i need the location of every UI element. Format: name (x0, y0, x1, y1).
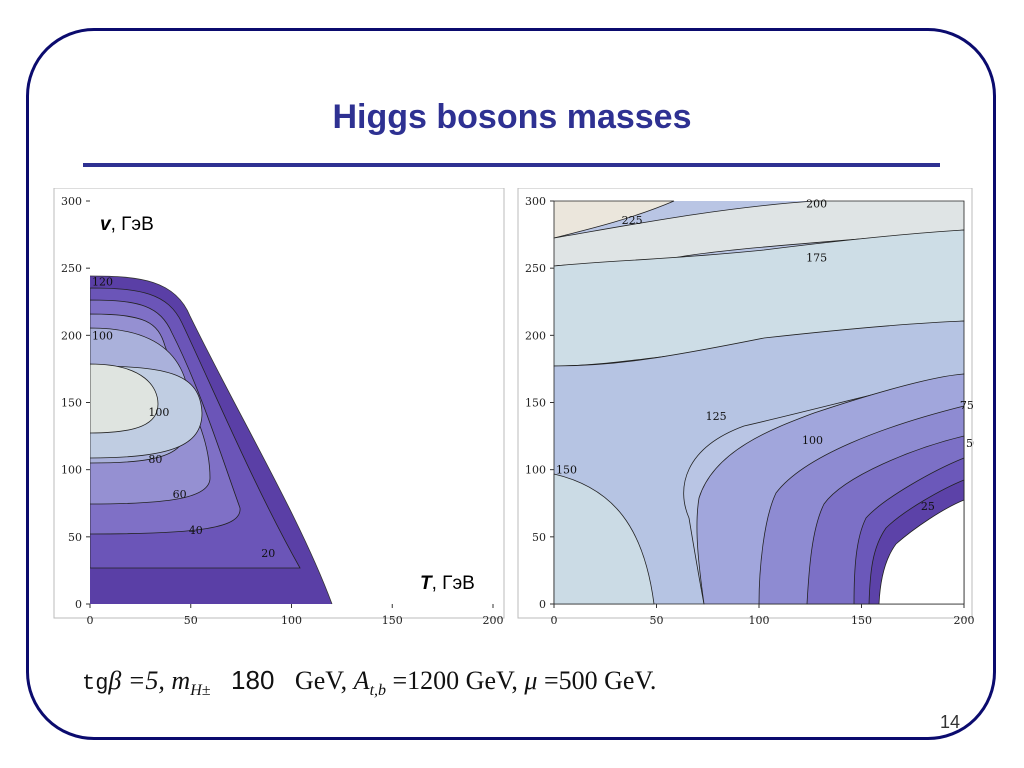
left-region-boundary (89, 275, 333, 605)
slide-frame (26, 28, 996, 740)
contour-label: 125 (706, 410, 727, 423)
contour-label: 120 (92, 276, 113, 289)
contour-label: 25 (921, 500, 935, 513)
left-y-axis-label: v, ГэВ (100, 214, 154, 235)
right-excluded-region (878, 499, 965, 605)
contour-label: 200 (806, 198, 827, 211)
y-tick-label: 250 (525, 262, 546, 275)
x-tick-label: 0 (87, 614, 94, 627)
y-tick-label: 0 (539, 598, 546, 611)
right-contour-svg: 0 50 100 150 200 0 50 100 150 200 250 300 225 200 175… (517, 188, 974, 627)
left-y-var: v (100, 214, 112, 235)
x-tick-label: 50 (184, 614, 198, 627)
parameters-formula: tgβ =5, mH± 180 GeV, At,b =1200 GeV, μ =… (82, 665, 656, 700)
m-label: m (171, 666, 191, 695)
y-tick-label: 100 (61, 464, 82, 477)
left-contour-labels: 120 100 100 80 60 40 20 (92, 276, 275, 560)
x-tick-label: 150 (851, 614, 872, 627)
x-tick-label: 100 (749, 614, 770, 627)
gev-1: GeV, (294, 666, 348, 695)
contour-label: 100 (802, 434, 823, 447)
left-contour-svg: 0 50 100 150 200 0 50 100 150 200 250 300 120 100 100… (53, 188, 505, 627)
contour-label: 100 (148, 406, 169, 419)
y-tick-label: 250 (61, 262, 82, 275)
contour-label: 175 (806, 251, 827, 264)
y-tick-label: 300 (525, 195, 546, 208)
m-sub: H± (190, 682, 211, 700)
left-x-unit: , ГэВ (432, 573, 475, 594)
page-number: 14 (940, 712, 961, 732)
left-contour-plot: 0 50 100 150 200 0 50 100 150 200 250 300 120 100 100… (50, 188, 510, 638)
contour-label: 150 (556, 464, 577, 477)
x-tick-label: 50 (650, 614, 664, 627)
a-value: =1200 GeV, (392, 666, 518, 695)
left-axes: 0 50 100 150 200 0 50 100 150 200 250 300 (61, 195, 504, 627)
contour-label: 50 (966, 437, 974, 450)
contour-label: 40 (189, 524, 203, 537)
right-band-150-inner (553, 473, 655, 605)
slide-title: Higgs bosons masses (332, 98, 692, 136)
mu-label: μ (524, 666, 538, 695)
mu-value: =500 GeV. (543, 666, 657, 695)
y-tick-label: 150 (61, 397, 82, 410)
x-tick-label: 0 (551, 614, 558, 627)
contour-label: 100 (92, 329, 113, 342)
y-tick-label: 150 (525, 397, 546, 410)
a-sub: t,b (369, 682, 387, 700)
contour-label: 60 (173, 488, 187, 501)
m-value: 180 (231, 665, 275, 695)
beta-eq: β =5, (108, 666, 165, 695)
left-x-var: T (420, 573, 433, 594)
left-plot-border (53, 188, 505, 619)
y-tick-label: 50 (68, 531, 82, 544)
y-tick-label: 100 (525, 464, 546, 477)
x-tick-label: 100 (281, 614, 302, 627)
left-band-100 (90, 363, 159, 434)
a-label: A (353, 666, 370, 695)
contour-label: 225 (622, 214, 643, 227)
title-underline (83, 163, 940, 167)
contour-label: 75 (960, 399, 974, 412)
y-tick-label: 200 (525, 329, 546, 342)
right-axes: 0 50 100 150 200 0 50 100 150 200 250 300 (525, 195, 974, 627)
left-x-axis-label: T, ГэВ (420, 573, 475, 594)
left-y-unit: , ГэВ (111, 214, 154, 235)
y-tick-label: 200 (61, 329, 82, 342)
y-tick-label: 50 (532, 531, 546, 544)
y-tick-label: 300 (61, 195, 82, 208)
x-tick-label: 200 (954, 614, 975, 627)
right-contour-plot: 0 50 100 150 200 0 50 100 150 200 250 300 225 200 175… (514, 188, 974, 638)
right-band-225 (553, 200, 675, 239)
contour-label: 80 (148, 453, 162, 466)
y-tick-label: 0 (75, 598, 82, 611)
x-tick-label: 150 (382, 614, 403, 627)
x-tick-label: 200 (483, 614, 504, 627)
contour-label: 20 (261, 547, 275, 560)
right-plot-border (517, 188, 973, 619)
tg-text: tg (82, 671, 109, 696)
right-contour-labels: 225 200 175 125 100 75 50 25 150 (556, 198, 974, 513)
